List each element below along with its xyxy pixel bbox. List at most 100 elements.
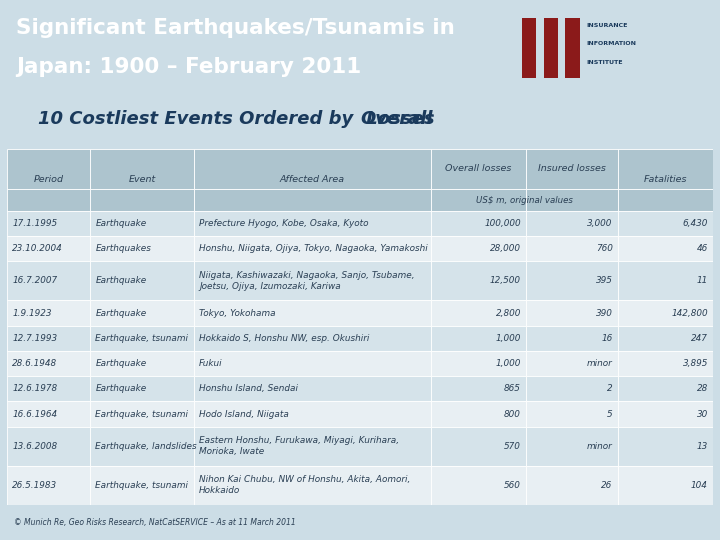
Text: 12.6.1978: 12.6.1978 xyxy=(12,384,58,393)
Bar xyxy=(91,236,194,261)
Text: Honshu Island, Sendai: Honshu Island, Sendai xyxy=(199,384,298,393)
Text: INSURANCE: INSURANCE xyxy=(587,23,628,28)
Text: 3,895: 3,895 xyxy=(683,359,708,368)
Bar xyxy=(7,236,91,261)
Bar xyxy=(7,351,91,376)
Bar xyxy=(194,148,431,190)
Bar xyxy=(526,351,618,376)
Bar xyxy=(618,211,713,236)
Bar xyxy=(431,300,526,326)
Bar xyxy=(431,351,526,376)
Bar xyxy=(194,211,431,236)
Text: 390: 390 xyxy=(595,308,613,318)
Bar xyxy=(618,376,713,401)
Bar xyxy=(7,326,91,351)
Bar xyxy=(91,326,194,351)
Text: Prefecture Hyogo, Kobe, Osaka, Kyoto: Prefecture Hyogo, Kobe, Osaka, Kyoto xyxy=(199,219,369,228)
Text: 28: 28 xyxy=(697,384,708,393)
Bar xyxy=(7,427,91,466)
Text: 760: 760 xyxy=(595,244,613,253)
Bar xyxy=(91,466,194,505)
Text: minor: minor xyxy=(587,442,613,451)
Text: 46: 46 xyxy=(697,244,708,253)
Bar xyxy=(618,148,713,190)
Text: Losses: Losses xyxy=(360,110,435,128)
Bar xyxy=(618,236,713,261)
Text: Insured losses: Insured losses xyxy=(538,165,606,173)
Text: 2: 2 xyxy=(607,384,613,393)
Text: Earthquake, tsunami: Earthquake, tsunami xyxy=(95,334,189,343)
Bar xyxy=(194,376,431,401)
Text: Event: Event xyxy=(129,175,156,184)
Text: Hodo Island, Niigata: Hodo Island, Niigata xyxy=(199,409,289,418)
Bar xyxy=(618,190,713,211)
Bar xyxy=(7,148,91,190)
Bar xyxy=(7,211,91,236)
Bar xyxy=(431,236,526,261)
Bar xyxy=(526,261,618,300)
Text: 5: 5 xyxy=(607,409,613,418)
Bar xyxy=(526,211,618,236)
Bar xyxy=(565,18,580,78)
Bar xyxy=(618,351,713,376)
Text: 26.5.1983: 26.5.1983 xyxy=(12,481,58,490)
Text: Earthquake: Earthquake xyxy=(95,384,147,393)
Bar xyxy=(194,401,431,427)
Text: Earthquake, landslides: Earthquake, landslides xyxy=(95,442,197,451)
Text: 17.1.1995: 17.1.1995 xyxy=(12,219,58,228)
Bar xyxy=(194,326,431,351)
Bar xyxy=(7,300,91,326)
Bar xyxy=(91,376,194,401)
Bar xyxy=(618,427,713,466)
Bar xyxy=(91,148,194,190)
Text: 12.7.1993: 12.7.1993 xyxy=(12,334,58,343)
Bar xyxy=(431,466,526,505)
Bar xyxy=(618,466,713,505)
Text: © Munich Re, Geo Risks Research, NatCatSERVICE – As at 11 March 2011: © Munich Re, Geo Risks Research, NatCatS… xyxy=(14,518,296,527)
Text: 28,000: 28,000 xyxy=(490,244,521,253)
Text: Eastern Honshu, Furukawa, Miyagi, Kurihara,
Morioka, Iwate: Eastern Honshu, Furukawa, Miyagi, Kuriha… xyxy=(199,436,400,456)
Text: 16.6.1964: 16.6.1964 xyxy=(12,409,58,418)
Text: 865: 865 xyxy=(504,384,521,393)
Bar xyxy=(522,18,536,78)
Text: Fukui: Fukui xyxy=(199,359,222,368)
Bar xyxy=(194,351,431,376)
Bar xyxy=(431,427,526,466)
Text: 800: 800 xyxy=(504,409,521,418)
Bar xyxy=(194,300,431,326)
Bar xyxy=(431,190,526,211)
Text: Earthquakes: Earthquakes xyxy=(95,244,151,253)
Text: Hokkaido S, Honshu NW, esp. Okushiri: Hokkaido S, Honshu NW, esp. Okushiri xyxy=(199,334,369,343)
Bar xyxy=(526,427,618,466)
Bar xyxy=(526,401,618,427)
Bar xyxy=(431,211,526,236)
Text: minor: minor xyxy=(587,359,613,368)
Text: 395: 395 xyxy=(595,276,613,286)
Text: Fatalities: Fatalities xyxy=(644,175,687,184)
Bar xyxy=(91,190,194,211)
Bar xyxy=(618,261,713,300)
Text: 1.9.1923: 1.9.1923 xyxy=(12,308,52,318)
Bar xyxy=(91,427,194,466)
Text: Nihon Kai Chubu, NW of Honshu, Akita, Aomori,
Hokkaido: Nihon Kai Chubu, NW of Honshu, Akita, Ao… xyxy=(199,475,410,495)
Text: 13: 13 xyxy=(697,442,708,451)
Bar xyxy=(194,190,431,211)
Bar xyxy=(618,326,713,351)
Text: Earthquake: Earthquake xyxy=(95,219,147,228)
Text: Period: Period xyxy=(34,175,64,184)
Bar xyxy=(526,236,618,261)
Text: Niigata, Kashiwazaki, Nagaoka, Sanjo, Tsubame,
Joetsu, Ojiya, Izumozaki, Kariwa: Niigata, Kashiwazaki, Nagaoka, Sanjo, Ts… xyxy=(199,271,415,291)
Bar xyxy=(618,300,713,326)
Text: US$ m, original values: US$ m, original values xyxy=(476,195,572,205)
Bar xyxy=(526,326,618,351)
Text: 28.6.1948: 28.6.1948 xyxy=(12,359,58,368)
Bar xyxy=(431,401,526,427)
Text: Affected Area: Affected Area xyxy=(280,175,345,184)
Text: 10 Costliest Events Ordered by: 10 Costliest Events Ordered by xyxy=(38,110,360,128)
Bar xyxy=(431,261,526,300)
Bar xyxy=(7,401,91,427)
Text: Tokyo, Yokohama: Tokyo, Yokohama xyxy=(199,308,276,318)
Bar xyxy=(618,401,713,427)
Text: Earthquake: Earthquake xyxy=(95,308,147,318)
Text: 26: 26 xyxy=(601,481,613,490)
